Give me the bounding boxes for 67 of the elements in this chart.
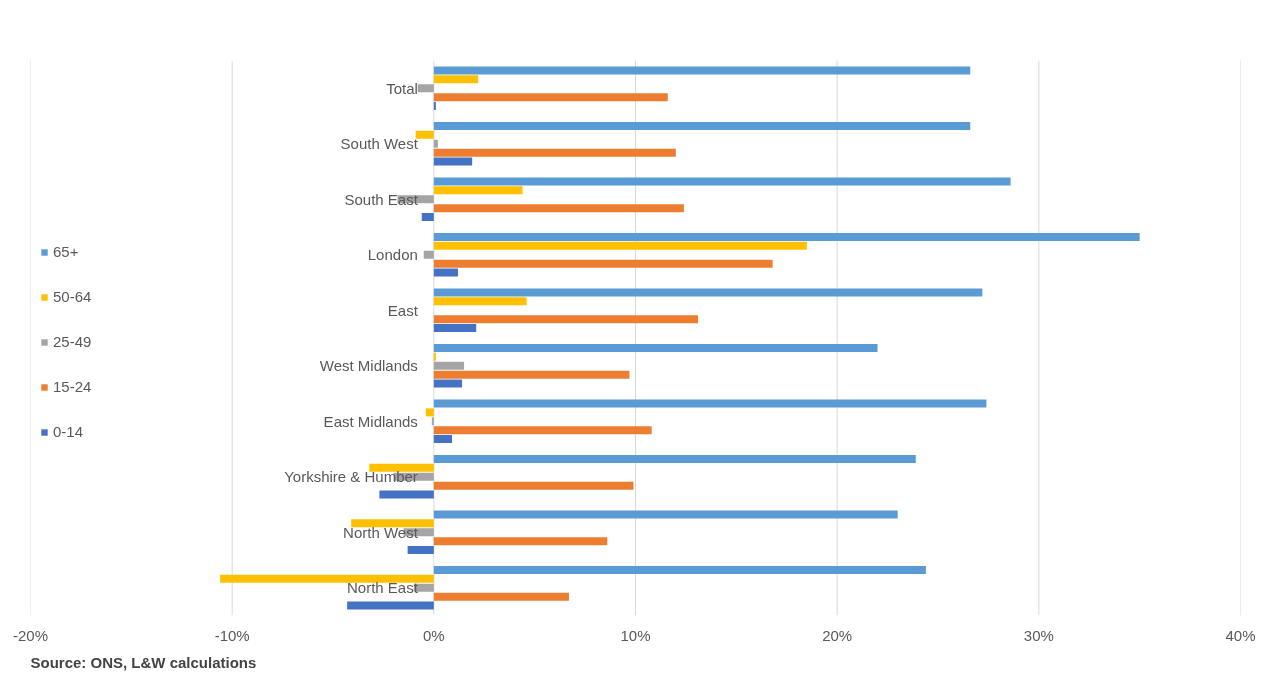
x-tick-label: 20%: [822, 626, 853, 644]
bar: [351, 519, 434, 528]
bar: [415, 130, 434, 139]
legend-label: 50-64: [53, 288, 92, 305]
bar: [433, 66, 971, 75]
y-tick-label: Yorkshire & Humber: [284, 468, 418, 486]
bar: [347, 601, 434, 610]
bar: [433, 177, 1011, 186]
bar: [433, 361, 465, 370]
y-tick-label: North West: [343, 523, 419, 541]
bar: [425, 408, 434, 417]
bar: [407, 546, 434, 555]
legend-label: 65+: [53, 243, 79, 260]
y-tick-label: North East: [346, 579, 419, 597]
x-tick-label: 10%: [620, 626, 651, 644]
bar: [417, 84, 434, 93]
bar: [433, 481, 634, 490]
bar: [433, 454, 916, 463]
bar: [433, 186, 523, 195]
bar: [433, 75, 479, 84]
bar: [433, 157, 473, 166]
bar: [433, 324, 477, 333]
bar: [433, 259, 773, 268]
bar: [433, 399, 987, 408]
bar: [433, 315, 699, 324]
legend-label: 0-14: [53, 423, 84, 440]
bar: [433, 379, 463, 388]
bar: [433, 204, 684, 213]
x-tick-label: 40%: [1225, 626, 1256, 644]
bar: [433, 148, 676, 157]
y-tick-label: Total: [386, 79, 418, 97]
bar: [433, 592, 569, 601]
bar: [369, 463, 434, 472]
bar: [433, 297, 527, 306]
bar: [433, 426, 652, 435]
bar: [433, 121, 971, 130]
y-tick-label: South West: [340, 135, 419, 153]
bar: [423, 250, 434, 259]
bar: [433, 288, 983, 297]
bar: [433, 268, 459, 277]
bar: [433, 565, 926, 574]
bar: [421, 213, 434, 222]
bar: [379, 490, 434, 499]
y-tick-label: East: [387, 301, 419, 319]
y-tick-label: West Midlands: [319, 357, 418, 375]
bar: [431, 417, 434, 426]
bar: [433, 510, 898, 519]
x-tick-label: 30%: [1023, 626, 1054, 644]
x-tick-label: -10%: [214, 626, 250, 644]
bar: [433, 370, 630, 379]
bar: [433, 537, 608, 546]
source-note: Source: ONS, L&W calculations: [30, 653, 257, 671]
legend-label: 15-24: [53, 378, 92, 395]
y-tick-label: London: [367, 246, 418, 264]
legend-label: 25-49: [53, 333, 92, 350]
bar: [433, 139, 438, 148]
x-tick-label: 0%: [422, 626, 445, 644]
bar: [433, 435, 452, 444]
bar: [433, 343, 878, 352]
bar: [433, 241, 807, 250]
x-tick-label: -20%: [12, 626, 49, 644]
bar: [433, 352, 436, 361]
y-tick-label: East Midlands: [323, 412, 418, 430]
bar: [220, 574, 434, 583]
bar: [433, 232, 1140, 241]
bar: [433, 93, 668, 102]
bar: [433, 102, 436, 111]
